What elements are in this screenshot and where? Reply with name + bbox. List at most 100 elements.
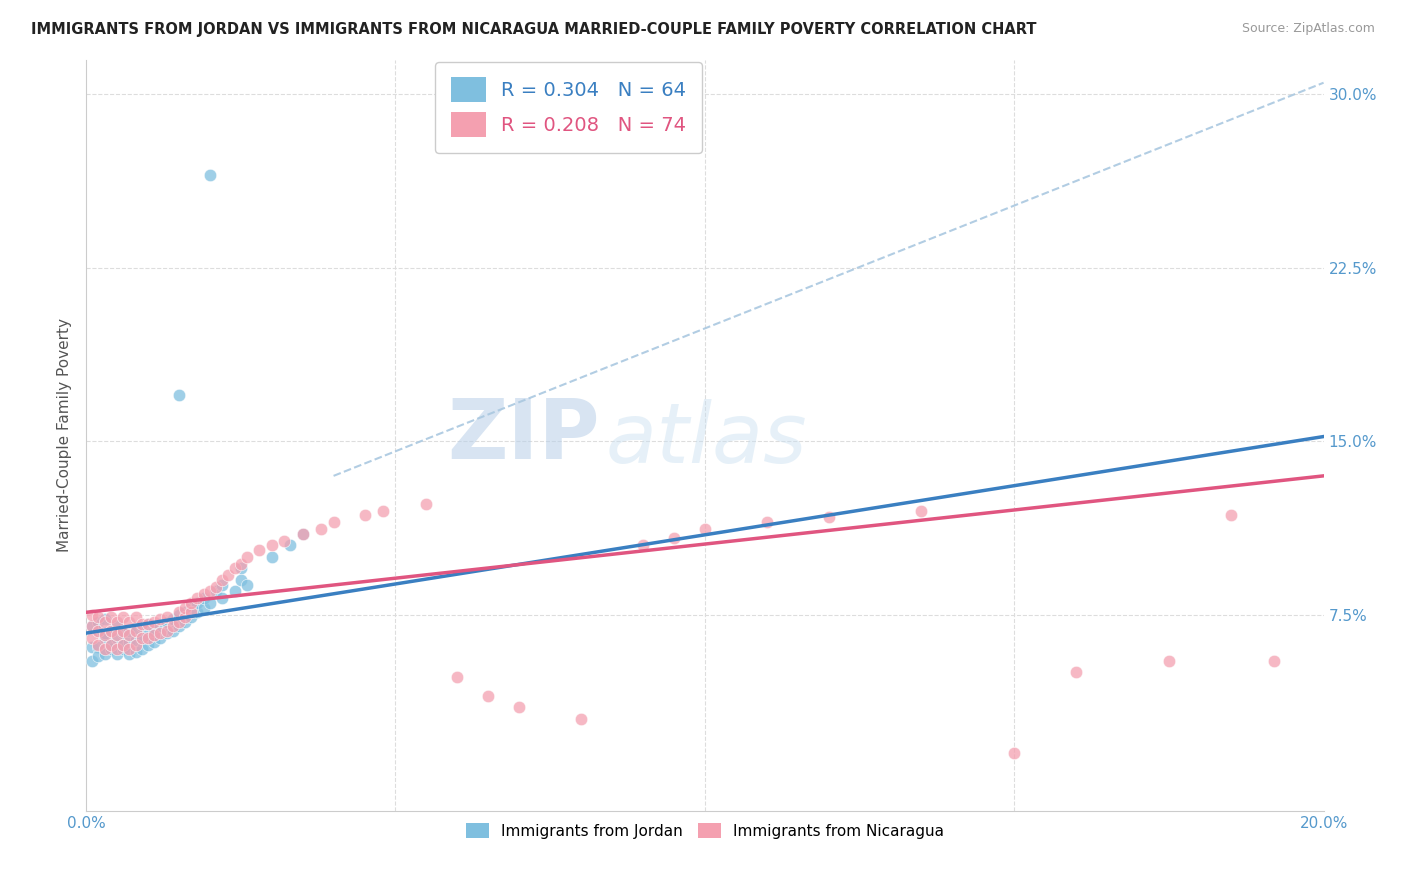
Point — [174, 615, 197, 629]
Text: IMMIGRANTS FROM JORDAN VS IMMIGRANTS FROM NICARAGUA MARRIED-COUPLE FAMILY POVERT: IMMIGRANTS FROM JORDAN VS IMMIGRANTS FRO… — [31, 22, 1036, 37]
Point — [124, 624, 146, 638]
Point — [224, 561, 246, 575]
Point — [236, 577, 259, 591]
Point — [131, 631, 153, 645]
Point — [131, 616, 153, 631]
Point — [87, 638, 110, 652]
Point — [112, 626, 135, 640]
Point — [87, 624, 110, 638]
Point — [100, 624, 122, 638]
Point — [82, 631, 104, 645]
Point — [155, 624, 177, 638]
Point — [273, 533, 295, 548]
Point — [87, 624, 110, 638]
Point — [112, 642, 135, 657]
Point — [193, 591, 215, 606]
Point — [118, 624, 141, 638]
Point — [167, 388, 190, 402]
Point — [100, 610, 122, 624]
Point — [105, 619, 128, 633]
Point — [1064, 665, 1087, 680]
Point — [477, 689, 499, 703]
Point — [446, 670, 468, 684]
Point — [105, 642, 128, 657]
Point — [569, 712, 592, 726]
Point — [217, 568, 239, 582]
Point — [93, 647, 115, 661]
Point — [1002, 747, 1025, 761]
Point — [198, 168, 221, 182]
Point — [322, 515, 344, 529]
Point — [1263, 654, 1285, 668]
Point — [186, 605, 208, 619]
Point — [415, 497, 437, 511]
Point — [211, 577, 233, 591]
Point — [124, 638, 146, 652]
Point — [149, 619, 172, 633]
Point — [1157, 654, 1180, 668]
Point — [198, 596, 221, 610]
Point — [112, 638, 135, 652]
Point — [1219, 508, 1241, 523]
Point — [167, 615, 190, 629]
Point — [186, 591, 208, 606]
Point — [124, 622, 146, 636]
Point — [124, 633, 146, 648]
Point — [211, 573, 233, 587]
Point — [193, 587, 215, 601]
Point — [247, 542, 270, 557]
Y-axis label: Married-Couple Family Poverty: Married-Couple Family Poverty — [58, 318, 72, 552]
Point — [180, 596, 202, 610]
Point — [100, 642, 122, 657]
Point — [174, 600, 197, 615]
Point — [105, 615, 128, 629]
Point — [236, 549, 259, 564]
Point — [82, 619, 104, 633]
Point — [205, 580, 228, 594]
Point — [112, 624, 135, 638]
Point — [180, 600, 202, 615]
Point — [124, 645, 146, 659]
Point — [755, 515, 778, 529]
Point — [93, 615, 115, 629]
Point — [118, 642, 141, 657]
Point — [93, 628, 115, 642]
Point — [180, 605, 202, 619]
Point — [118, 635, 141, 649]
Point — [198, 584, 221, 599]
Point — [100, 624, 122, 638]
Point — [143, 635, 166, 649]
Point — [291, 526, 314, 541]
Point — [124, 610, 146, 624]
Point — [229, 557, 252, 571]
Point — [118, 628, 141, 642]
Point — [118, 615, 141, 629]
Point — [143, 615, 166, 629]
Point — [508, 700, 530, 714]
Point — [100, 638, 122, 652]
Point — [167, 605, 190, 619]
Point — [167, 619, 190, 633]
Point — [229, 561, 252, 575]
Point — [155, 615, 177, 629]
Point — [100, 638, 122, 652]
Point — [93, 642, 115, 657]
Point — [105, 628, 128, 642]
Point — [817, 510, 839, 524]
Point — [662, 531, 685, 545]
Point — [162, 619, 184, 633]
Point — [87, 610, 110, 624]
Point — [155, 610, 177, 624]
Point — [112, 610, 135, 624]
Point — [136, 631, 159, 645]
Point — [631, 538, 654, 552]
Point — [93, 612, 115, 626]
Point — [205, 584, 228, 599]
Point — [167, 607, 190, 622]
Point — [229, 573, 252, 587]
Point — [260, 538, 283, 552]
Point — [693, 522, 716, 536]
Point — [260, 549, 283, 564]
Point — [87, 615, 110, 629]
Point — [136, 616, 159, 631]
